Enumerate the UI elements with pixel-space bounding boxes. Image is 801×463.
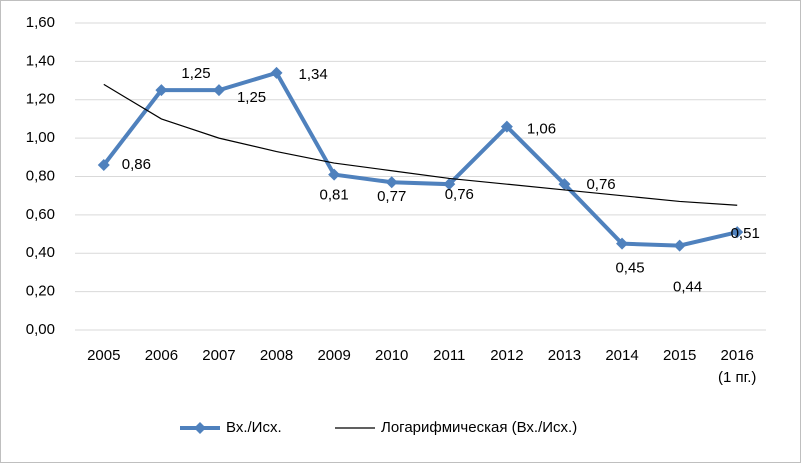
data-label: 0,45 <box>615 260 644 277</box>
x-tick-label: 2007 <box>202 347 236 364</box>
legend-marker <box>194 422 206 434</box>
data-line <box>102 70 738 248</box>
data-label: 1,25 <box>237 89 266 106</box>
x-tick-label: 2010 <box>375 347 409 364</box>
x-tick-label: 2014 <box>605 347 639 364</box>
x-tick-label: 2009 <box>317 347 351 364</box>
y-tick-label: 1,20 <box>26 91 55 108</box>
x-tick-label: 2006 <box>144 347 179 364</box>
data-label: 0,76 <box>445 186 474 203</box>
marker <box>97 158 110 171</box>
y-tick-label: 1,40 <box>26 52 55 69</box>
marker <box>616 237 629 250</box>
marker <box>328 168 341 181</box>
data-label: 0,51 <box>731 225 760 242</box>
data-label: 0,77 <box>377 188 406 205</box>
legend-label: Логарифмическая (Вх./Исх.) <box>381 419 577 436</box>
x-tick-label: 2011 <box>433 347 466 364</box>
y-tick-label: 0,20 <box>26 283 55 300</box>
trend-line <box>103 83 738 206</box>
x-tick-label: 2016 (1 пг.) <box>717 347 757 386</box>
x-tick-label: 2012 <box>490 347 524 364</box>
marker <box>731 226 744 239</box>
data-label: 0,81 <box>320 187 349 204</box>
data-label: 0,44 <box>673 279 702 296</box>
marker <box>155 84 168 97</box>
y-tick-label: 1,00 <box>26 129 55 146</box>
marker <box>385 176 398 189</box>
marker <box>212 84 225 97</box>
data-label: 0,76 <box>586 176 615 193</box>
data-label: 1,25 <box>181 65 210 82</box>
data-label: 0,86 <box>122 156 151 173</box>
y-tick-label: 0,40 <box>26 244 55 261</box>
y-tick-label: 0,80 <box>26 167 55 184</box>
data-label: 1,06 <box>527 121 556 138</box>
x-tick-label: 2015 <box>662 347 697 364</box>
marker <box>443 178 456 191</box>
legend-label: Вх./Исх. <box>226 419 282 436</box>
marker <box>673 239 686 252</box>
data-label: 1,34 <box>299 66 328 83</box>
marker <box>270 66 283 79</box>
marker <box>558 178 571 191</box>
y-tick-label: 0,60 <box>26 206 55 223</box>
x-tick-label: 2008 <box>259 347 294 364</box>
y-tick-label: 0,00 <box>26 321 55 338</box>
x-tick-label: 2013 <box>547 347 582 364</box>
marker <box>500 120 513 133</box>
x-tick-label: 2005 <box>87 347 121 364</box>
y-tick-label: 1,60 <box>26 14 55 31</box>
